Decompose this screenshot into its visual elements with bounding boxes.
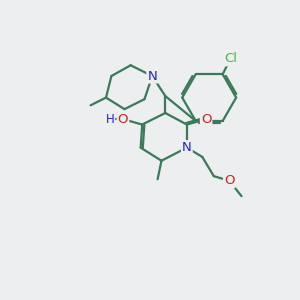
Text: O: O	[118, 113, 128, 126]
Text: H: H	[106, 113, 114, 126]
Text: O: O	[224, 174, 235, 187]
Text: N: N	[147, 70, 157, 83]
Text: Cl: Cl	[224, 52, 237, 65]
Text: N: N	[182, 141, 192, 154]
Text: O: O	[201, 113, 211, 126]
